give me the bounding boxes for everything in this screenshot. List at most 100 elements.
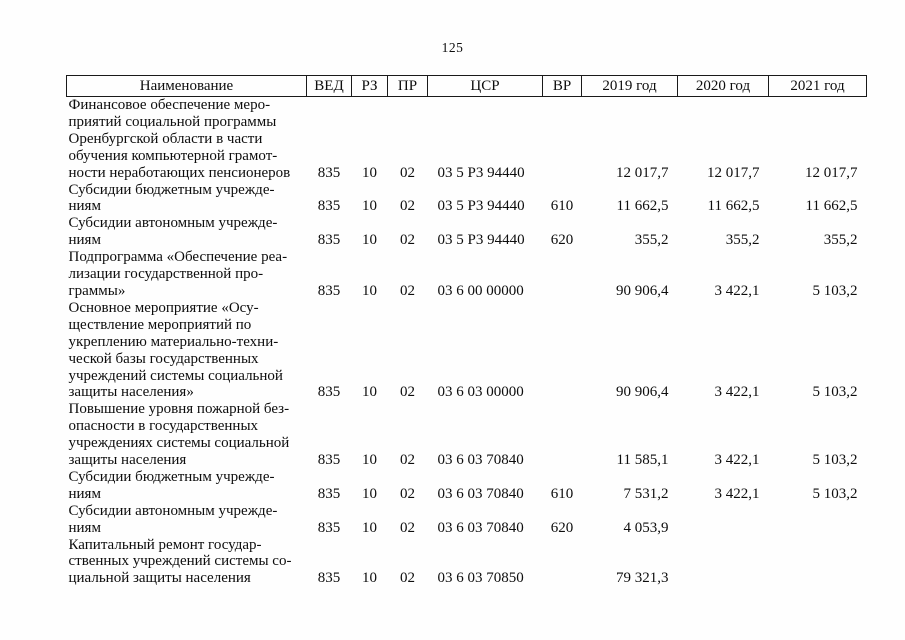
table-row: Субсидии бюджетным учрежде- ниям 835 10 02 0… [67, 469, 867, 503]
header-cell-name: Наименование [66, 75, 307, 97]
cell-csr: 03 6 03 70850 [437, 570, 524, 587]
budget-table-body: Финансовое обеспечение меро- приятий соц… [67, 97, 867, 588]
cell-pr: 02 [400, 519, 415, 536]
cell-pr: 02 [400, 384, 415, 401]
cell-csr: 03 6 03 70840 [437, 485, 524, 502]
cell-vr: 620 [550, 519, 574, 536]
page-number: 125 [441, 40, 464, 55]
header-cell-2019: 2019 год [581, 75, 678, 97]
cell-pr: 02 [400, 570, 415, 587]
cell-y2019: 7 531,2 [623, 485, 669, 502]
cell-ved: 835 [317, 519, 341, 536]
cell-rz: 10 [362, 198, 377, 215]
cell-y2019: 12 017,7 [616, 164, 669, 181]
cell-pr: 02 [400, 198, 415, 215]
cell-rz: 10 [362, 164, 377, 181]
cell-y2019: 11 585,1 [616, 452, 669, 469]
header-cell-csr: ЦСР [427, 75, 543, 97]
cell-y2019: 4 053,9 [623, 519, 669, 536]
cell-rz: 10 [362, 282, 377, 299]
cell-ved: 835 [317, 198, 341, 215]
cell-csr: 03 6 03 70840 [437, 452, 524, 469]
cell-y2021 [769, 537, 867, 588]
cell-name: Капитальный ремонт государ- ственных учр… [68, 536, 292, 587]
table-row: Повышение уровня пожарной без- опасности… [67, 401, 867, 469]
cell-ved: 835 [317, 570, 341, 587]
table-row: Основное мероприятие «Осу- ществление ме… [67, 300, 867, 401]
cell-name: Подпрограмма «Обеспечение реа- лизации г… [68, 249, 288, 299]
cell-name: Субсидии бюджетным учрежде- ниям [68, 181, 275, 215]
cell-y2021: 5 103,2 [812, 452, 858, 469]
cell-csr: 03 5 Р3 94440 [437, 198, 525, 215]
cell-csr: 03 6 03 00000 [437, 384, 524, 401]
cell-ved: 835 [317, 485, 341, 502]
table-row: Финансовое обеспечение меро- приятий соц… [67, 97, 867, 182]
cell-y2020 [678, 503, 769, 537]
cell-vr: 610 [550, 198, 574, 215]
cell-csr: 03 6 03 70840 [437, 519, 524, 536]
header-cell-vr: ВР [542, 75, 582, 97]
cell-y2021: 5 103,2 [812, 384, 858, 401]
budget-table: Наименование ВЕД РЗ ПР ЦСР ВР 2019 год 2… [66, 75, 867, 587]
table-header: Наименование ВЕД РЗ ПР ЦСР ВР 2019 год 2… [66, 75, 867, 97]
cell-vr [543, 537, 582, 588]
cell-ved: 835 [317, 282, 341, 299]
cell-name: Субсидии автономным учрежде- ниям [68, 502, 278, 536]
cell-y2021 [769, 503, 867, 537]
cell-rz: 10 [362, 519, 377, 536]
table-row: Субсидии автономным учрежде- ниям 835 10 02… [67, 215, 867, 249]
table-row: Субсидии автономным учрежде- ниям 835 10 02… [67, 503, 867, 537]
table-row: Субсидии бюджетным учрежде- ниям 835 10 02 0… [67, 182, 867, 216]
cell-pr: 02 [400, 452, 415, 469]
cell-pr: 02 [400, 282, 415, 299]
header-cell-pr: ПР [387, 75, 428, 97]
cell-name: Основное мероприятие «Осу- ществление ме… [68, 299, 283, 401]
cell-vr: 610 [550, 485, 574, 502]
cell-rz: 10 [362, 232, 377, 249]
cell-vr [543, 300, 582, 401]
cell-y2020: 3 422,1 [714, 384, 760, 401]
cell-y2019: 355,2 [634, 232, 669, 249]
header-cell-ved: ВЕД [306, 75, 352, 97]
cell-vr: 620 [550, 232, 574, 249]
cell-vr [543, 97, 582, 182]
cell-pr: 02 [400, 164, 415, 181]
cell-y2020: 355,2 [725, 232, 760, 249]
cell-name: Субсидии бюджетным учрежде- ниям [68, 468, 275, 502]
cell-csr: 03 5 Р3 94440 [437, 232, 525, 249]
cell-pr: 02 [400, 485, 415, 502]
cell-y2019: 79 321,3 [616, 570, 669, 587]
cell-vr [543, 249, 582, 300]
cell-rz: 10 [362, 384, 377, 401]
cell-y2020: 3 422,1 [714, 485, 760, 502]
cell-y2020: 3 422,1 [714, 282, 760, 299]
cell-y2021: 11 662,5 [805, 198, 858, 215]
cell-y2019: 90 906,4 [616, 282, 669, 299]
cell-csr: 03 6 00 00000 [437, 282, 524, 299]
cell-y2021: 5 103,2 [812, 485, 858, 502]
cell-rz: 10 [362, 452, 377, 469]
table-row: Капитальный ремонт государ- ственных учр… [67, 537, 867, 588]
cell-y2020: 12 017,7 [707, 164, 760, 181]
cell-name: Субсидии автономным учрежде- ниям [68, 215, 278, 249]
header-cell-2021: 2021 год [768, 75, 867, 97]
cell-ved: 835 [317, 232, 341, 249]
cell-name: Финансовое обеспечение меро- приятий соц… [68, 97, 291, 181]
cell-vr [543, 401, 582, 469]
cell-y2020: 3 422,1 [714, 452, 760, 469]
cell-y2021: 355,2 [823, 232, 858, 249]
cell-ved: 835 [317, 384, 341, 401]
table-row: Подпрограмма «Обеспечение реа- лизации г… [67, 249, 867, 300]
cell-y2019: 11 662,5 [616, 198, 669, 215]
cell-y2020 [678, 537, 769, 588]
cell-pr: 02 [400, 232, 415, 249]
cell-rz: 10 [362, 570, 377, 587]
cell-y2021: 5 103,2 [812, 282, 858, 299]
header-cell-rz: РЗ [351, 75, 388, 97]
cell-y2021: 12 017,7 [805, 164, 858, 181]
cell-rz: 10 [362, 485, 377, 502]
cell-ved: 835 [317, 452, 341, 469]
header-cell-2020: 2020 год [677, 75, 769, 97]
cell-name: Повышение уровня пожарной без- опасности… [68, 401, 290, 469]
